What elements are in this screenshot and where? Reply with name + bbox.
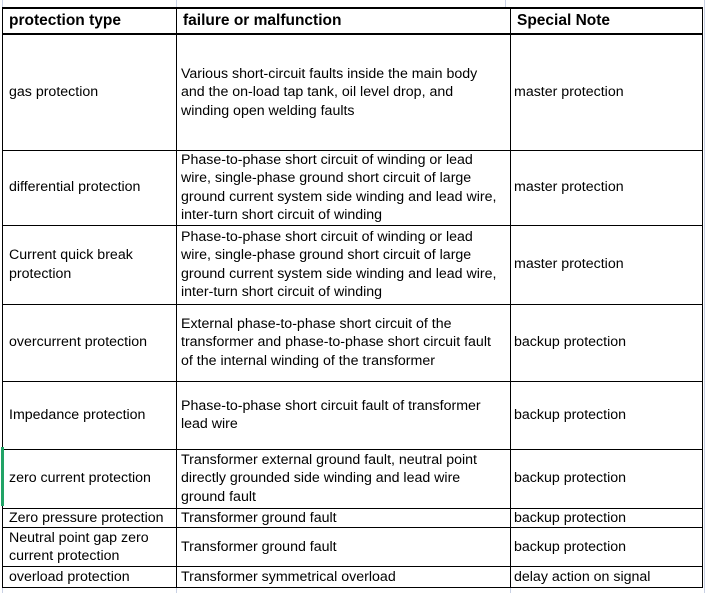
cell-protection-type: zero current protection [2, 448, 177, 509]
table-row-current-quick-break: Current quick break protection Phase-to-… [2, 224, 703, 305]
spreadsheet-gridline [2, 586, 3, 593]
cell-protection-type: Neutral point gap zero current protectio… [2, 527, 177, 567]
cell-special-note: master protection [510, 149, 703, 226]
spreadsheet-gridline [510, 586, 511, 593]
spreadsheet-gridline [505, 0, 506, 7]
cell-protection-type: overload protection [2, 566, 177, 588]
cell-special-note: backup protection [510, 527, 703, 567]
cell-protection-type: gas protection [2, 33, 177, 151]
cell-failure: Phase-to-phase short circuit of winding … [176, 149, 511, 226]
cell-failure: Phase-to-phase short circuit fault of tr… [176, 380, 511, 450]
table-row-gas-protection: gas protection Various short-circuit fau… [2, 33, 703, 151]
cell-special-note: backup protection [510, 380, 703, 450]
cell-failure: Transformer symmetrical overload [176, 566, 511, 588]
header-row: protection type failure or malfunction S… [2, 7, 703, 35]
cell-failure: Various short-circuit faults inside the … [176, 33, 511, 151]
table-row-neutral-point-gap: Neutral point gap zero current protectio… [2, 527, 703, 567]
table-row-overload-protection: overload protection Transformer symmetri… [2, 566, 703, 588]
cell-failure: Transformer ground fault [176, 507, 511, 528]
table-row-zero-current-protection: zero current protection Transformer exte… [2, 448, 703, 509]
cell-failure: Transformer external ground fault, neutr… [176, 448, 511, 509]
column-header-special-note: Special Note [510, 7, 703, 35]
spreadsheet-gridline [2, 0, 3, 7]
cell-failure: Transformer ground fault [176, 527, 511, 567]
cell-protection-type: Impedance protection [2, 380, 177, 450]
transformer-protection-table: protection type failure or malfunction S… [2, 7, 703, 588]
cell-failure: External phase-to-phase short circuit of… [176, 303, 511, 382]
cell-special-note: master protection [510, 33, 703, 151]
cell-special-note: backup protection [510, 448, 703, 509]
cell-special-note: master protection [510, 224, 703, 305]
cell-special-note: delay action on signal [510, 566, 703, 588]
cell-special-note: backup protection [510, 303, 703, 382]
spreadsheet-gridline [176, 0, 177, 7]
column-header-protection-type: protection type [2, 7, 177, 35]
selected-cell-highlight [1, 447, 4, 506]
cell-protection-type: differential protection [2, 149, 177, 226]
spreadsheet-gridline [704, 0, 705, 593]
cell-protection-type: Current quick break protection [2, 224, 177, 305]
cell-protection-type: overcurrent protection [2, 303, 177, 382]
spreadsheet-gridline [176, 586, 177, 593]
cell-special-note: backup protection [510, 507, 703, 528]
table-row-overcurrent-protection: overcurrent protection External phase-to… [2, 303, 703, 382]
table-row-impedance-protection: Impedance protection Phase-to-phase shor… [2, 380, 703, 450]
cell-failure: Phase-to-phase short circuit of winding … [176, 224, 511, 305]
table-row-differential-protection: differential protection Phase-to-phase s… [2, 149, 703, 226]
cell-protection-type: Zero pressure protection [2, 507, 177, 528]
table-row-zero-pressure-protection: Zero pressure protection Transformer gro… [2, 507, 703, 528]
column-header-failure: failure or malfunction [176, 7, 511, 35]
